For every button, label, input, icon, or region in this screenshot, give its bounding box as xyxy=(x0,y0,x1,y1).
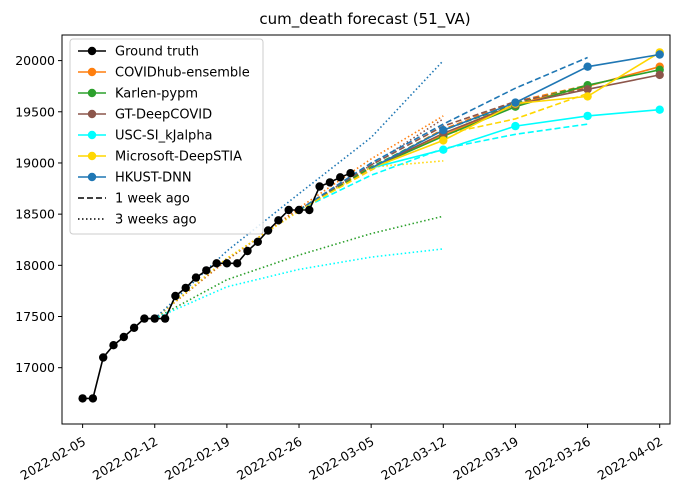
legend: Ground truth COVIDhub-ensemble Karlen-pypm… xyxy=(69,38,264,235)
point-gt-deepcovid xyxy=(655,70,664,80)
legend-marker xyxy=(87,151,97,161)
legend-box xyxy=(69,38,264,235)
legend-marker xyxy=(87,88,97,98)
legend-marker xyxy=(87,46,97,56)
ground-truth-point xyxy=(191,273,201,282)
ground-truth-point xyxy=(181,283,190,293)
legend-item-ground-truth: Ground truth xyxy=(78,45,199,60)
point-microsoft-deepstia xyxy=(583,92,592,101)
legend-marker xyxy=(87,130,97,140)
ground-truth-point xyxy=(99,353,108,362)
legend-item-usc-si-kjalpha: USC-SI_kJalpha xyxy=(78,129,213,144)
x-tick-label: 2022-03-26 xyxy=(523,434,593,483)
legend-label: Ground truth xyxy=(115,45,199,60)
ground-truth-point xyxy=(274,216,283,225)
y-tick-label: 19500 xyxy=(15,104,55,119)
ground-truth-point xyxy=(336,173,345,182)
ground-truth-point xyxy=(119,332,128,342)
x-tick-label: 2022-03-05 xyxy=(306,434,376,483)
ground-truth-point xyxy=(88,394,98,403)
y-tick-label: 17000 xyxy=(15,360,55,375)
legend-item-1-week-ago: 1 week ago xyxy=(78,192,190,207)
point-usc-si-kjalpha xyxy=(439,145,448,154)
legend-item-3-weeks-ago: 3 weeks ago xyxy=(78,213,197,228)
legend-marker xyxy=(87,109,97,119)
legend-label: 3 weeks ago xyxy=(115,213,197,228)
series-line-usc-si-kjalpha-3-weeks-ago xyxy=(154,248,444,320)
legend-item-karlen-pypm: Karlen-pypm xyxy=(78,87,198,102)
plot-area-frame xyxy=(61,34,671,425)
y-tick-label: 20000 xyxy=(15,53,55,68)
y-tick-label: 17500 xyxy=(15,309,55,324)
point-hkust-dnn xyxy=(439,126,448,135)
series-line-covidhub-ensemble-3-weeks-ago xyxy=(154,115,444,320)
ground-truth-point xyxy=(315,182,324,191)
y-tick-label: 18000 xyxy=(15,258,55,273)
legend-item-microsoft-deepstia: Microsoft-DeepSTIA xyxy=(78,150,242,165)
ground-truth-point xyxy=(212,259,221,268)
legend-label: Karlen-pypm xyxy=(115,87,198,102)
y-axis: 17000 17500 18000 18500 19000 19500 20000 xyxy=(15,53,62,375)
legend-label: GT-DeepCOVID xyxy=(115,108,212,123)
ground-truth-point xyxy=(305,205,314,215)
point-usc-si-kjalpha xyxy=(511,121,520,131)
ground-truth-point xyxy=(346,169,355,178)
ground-truth-point xyxy=(294,205,304,215)
chart-title: cum_death forecast (51_VA) xyxy=(259,10,470,29)
ground-truth-point xyxy=(171,291,180,301)
legend-item-hkust-dnn: HKUST-DNN xyxy=(78,171,192,186)
legend-label: HKUST-DNN xyxy=(115,171,192,186)
ground-truth-point xyxy=(129,323,139,332)
series-layer xyxy=(78,48,664,403)
legend-marker xyxy=(87,172,97,182)
point-hkust-dnn xyxy=(583,62,592,71)
ground-truth-point xyxy=(284,205,293,215)
legend-label: USC-SI_kJalpha xyxy=(115,129,213,144)
ground-truth-point xyxy=(243,246,252,256)
x-tick-label: 2022-03-19 xyxy=(451,434,521,483)
legend-label: 1 week ago xyxy=(115,192,190,207)
ground-truth-point xyxy=(263,226,273,235)
legend-label: COVIDhub-ensemble xyxy=(115,66,250,81)
point-usc-si-kjalpha xyxy=(655,105,664,114)
y-tick-label: 19000 xyxy=(15,155,55,170)
ground-truth-point xyxy=(325,178,335,187)
legend-item-covidhub-ensemble: COVIDhub-ensemble xyxy=(78,66,250,81)
ground-truth-point xyxy=(253,237,262,246)
x-tick-label: 2022-04-02 xyxy=(595,434,665,483)
ground-truth-point xyxy=(202,266,211,275)
point-gt-deepcovid xyxy=(583,85,592,94)
ground-truth-point xyxy=(160,314,170,323)
legend-label: Microsoft-DeepSTIA xyxy=(115,150,242,165)
point-usc-si-kjalpha xyxy=(583,111,592,121)
x-tick-label: 2022-02-05 xyxy=(18,434,88,483)
x-tick-label: 2022-03-12 xyxy=(378,434,448,483)
ground-truth-point xyxy=(140,314,149,323)
ground-truth-point xyxy=(233,259,242,268)
ground-truth-point xyxy=(150,314,159,323)
y-tick-label: 18500 xyxy=(15,207,55,222)
x-tick-label: 2022-02-12 xyxy=(90,434,160,483)
point-hkust-dnn xyxy=(511,98,520,107)
x-axis: 2022-02-05 2022-02-12 2022-02-19 2022-02-26… xyxy=(18,424,665,483)
ground-truth-point xyxy=(109,341,118,350)
ground-truth-point xyxy=(222,259,232,268)
ground-truth-point xyxy=(78,394,87,403)
legend-marker xyxy=(87,67,97,77)
x-tick-label: 2022-02-26 xyxy=(234,434,304,483)
legend-item-gt-deepcovid: GT-DeepCOVID xyxy=(78,108,212,123)
series-line-hkust-dnn-1-week-ago xyxy=(298,56,588,211)
point-hkust-dnn xyxy=(655,50,664,59)
point-microsoft-deepstia xyxy=(439,136,448,145)
series-line-covidhub-ensemble xyxy=(370,65,660,169)
x-tick-label: 2022-02-19 xyxy=(162,434,232,483)
